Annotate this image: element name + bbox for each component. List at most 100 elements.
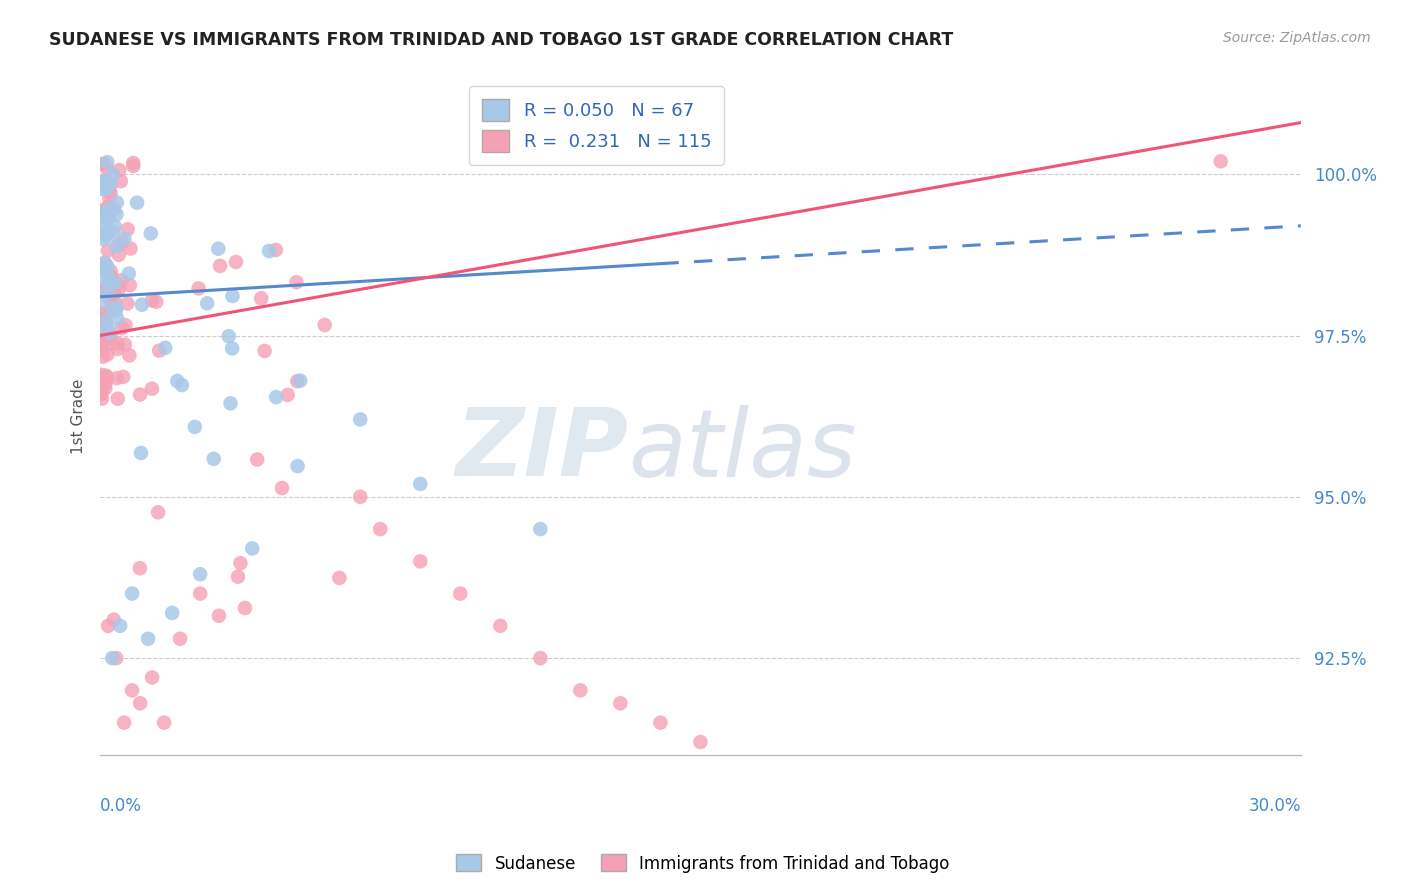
Point — [105, 239, 128, 253]
Point — [187, 281, 209, 295]
Point — [91, 174, 114, 188]
Point — [285, 275, 308, 289]
Point — [120, 242, 142, 256]
Point — [94, 314, 117, 328]
Point — [98, 326, 121, 340]
Point — [100, 176, 122, 190]
Point — [97, 619, 120, 633]
Text: ZIP: ZIP — [456, 404, 628, 496]
Point — [91, 226, 114, 240]
Point — [129, 446, 152, 460]
Point — [105, 651, 128, 665]
Point — [101, 651, 124, 665]
Point — [101, 301, 124, 316]
Point — [97, 276, 120, 290]
Point — [650, 715, 672, 730]
Point — [90, 307, 112, 321]
Point — [208, 608, 231, 623]
Point — [103, 613, 125, 627]
Point — [96, 370, 118, 384]
Point — [91, 392, 114, 406]
Point — [90, 383, 112, 397]
Point — [111, 321, 134, 335]
Point — [250, 291, 273, 305]
Point — [489, 619, 512, 633]
Point — [96, 266, 118, 280]
Point — [409, 554, 432, 568]
Point — [94, 376, 117, 391]
Point — [93, 256, 115, 270]
Point — [225, 255, 247, 269]
Point — [108, 619, 131, 633]
Point — [96, 228, 118, 243]
Point — [100, 186, 122, 201]
Point — [96, 321, 118, 335]
Point — [118, 348, 141, 362]
Point — [103, 287, 125, 301]
Point — [96, 174, 118, 188]
Point — [146, 505, 169, 519]
Point — [112, 370, 135, 384]
Point — [105, 277, 128, 292]
Legend: R = 0.050   N = 67, R =  0.231   N = 115: R = 0.050 N = 67, R = 0.231 N = 115 — [470, 87, 724, 165]
Point — [100, 264, 122, 278]
Point — [170, 378, 193, 392]
Point — [139, 227, 162, 241]
Point — [103, 202, 125, 217]
Point — [277, 388, 299, 402]
Point — [105, 371, 128, 385]
Point — [93, 210, 115, 224]
Point — [94, 205, 117, 219]
Point — [129, 387, 152, 401]
Point — [118, 267, 141, 281]
Point — [94, 273, 117, 287]
Point — [96, 286, 118, 301]
Point — [1209, 154, 1232, 169]
Point — [233, 601, 256, 615]
Point — [104, 295, 127, 310]
Text: atlas: atlas — [628, 405, 856, 496]
Point — [287, 458, 309, 473]
Point — [368, 522, 391, 536]
Point — [160, 606, 183, 620]
Point — [449, 586, 471, 600]
Point — [117, 222, 139, 236]
Point — [184, 420, 207, 434]
Point — [264, 390, 287, 404]
Point — [285, 374, 308, 388]
Point — [349, 412, 371, 426]
Point — [100, 329, 122, 343]
Point — [125, 195, 148, 210]
Point — [169, 632, 191, 646]
Point — [90, 326, 112, 340]
Point — [104, 303, 127, 318]
Text: Source: ZipAtlas.com: Source: ZipAtlas.com — [1223, 31, 1371, 45]
Point — [328, 571, 350, 585]
Point — [108, 248, 131, 262]
Point — [107, 342, 129, 356]
Point — [101, 167, 124, 181]
Point — [111, 235, 134, 250]
Point — [253, 343, 276, 358]
Point — [100, 269, 122, 284]
Point — [141, 293, 163, 308]
Point — [90, 343, 112, 358]
Point — [105, 207, 128, 221]
Point — [105, 311, 128, 326]
Point — [98, 225, 121, 239]
Point — [131, 298, 153, 312]
Point — [129, 696, 152, 710]
Point — [91, 350, 114, 364]
Point — [90, 387, 112, 401]
Point — [229, 556, 252, 570]
Point — [98, 191, 121, 205]
Point — [93, 260, 115, 275]
Point — [107, 336, 129, 351]
Point — [218, 329, 240, 343]
Point — [264, 243, 287, 257]
Point — [271, 481, 294, 495]
Point — [136, 632, 159, 646]
Point — [96, 211, 118, 226]
Point — [166, 374, 188, 388]
Point — [96, 266, 118, 280]
